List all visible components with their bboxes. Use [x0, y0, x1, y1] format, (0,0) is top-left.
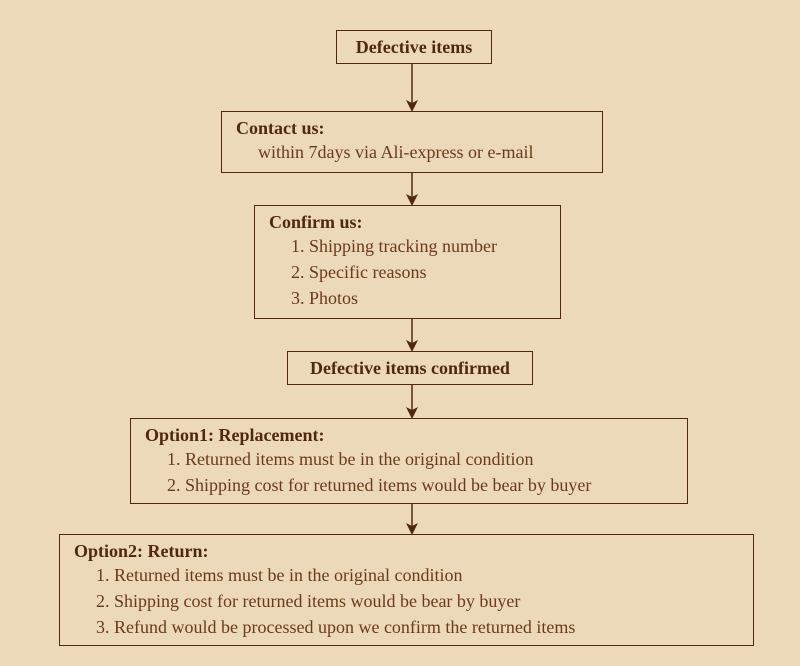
- node-title: Defective items confirmed: [302, 358, 518, 379]
- node-title: Contact us:: [236, 118, 588, 139]
- node-body-line: 3. Photos: [291, 285, 546, 311]
- node-body-line: 2. Shipping cost for returned items woul…: [96, 588, 739, 614]
- node-title: Confirm us:: [269, 212, 546, 233]
- node-body-line: 2. Shipping cost for returned items woul…: [167, 472, 673, 498]
- flow-node-confirmed: Defective items confirmed: [287, 351, 533, 385]
- flow-node-option1: Option1: Replacement: 1. Returned items …: [130, 418, 688, 504]
- flow-node-contact-us: Contact us: within 7days via Ali-express…: [221, 111, 603, 173]
- node-title: Option1: Replacement:: [145, 425, 673, 446]
- node-body-line: 1. Returned items must be in the origina…: [167, 446, 673, 472]
- node-body: within 7days via Ali-express or e-mail: [236, 139, 588, 165]
- node-title: Defective items: [351, 37, 477, 58]
- node-body: 1. Shipping tracking number 2. Specific …: [269, 233, 546, 311]
- node-body: 1. Returned items must be in the origina…: [145, 446, 673, 498]
- flow-node-defective-items: Defective items: [336, 30, 492, 64]
- node-body-line: 1. Returned items must be in the origina…: [96, 562, 739, 588]
- flow-node-confirm-us: Confirm us: 1. Shipping tracking number …: [254, 205, 561, 319]
- node-title: Option2: Return:: [74, 541, 739, 562]
- node-body-line: 3. Refund would be processed upon we con…: [96, 614, 739, 640]
- node-body: 1. Returned items must be in the origina…: [74, 562, 739, 640]
- flow-node-option2: Option2: Return: 1. Returned items must …: [59, 534, 754, 646]
- node-body-line: 1. Shipping tracking number: [291, 233, 546, 259]
- node-body-line: 2. Specific reasons: [291, 259, 546, 285]
- node-body-line: within 7days via Ali-express or e-mail: [258, 139, 588, 165]
